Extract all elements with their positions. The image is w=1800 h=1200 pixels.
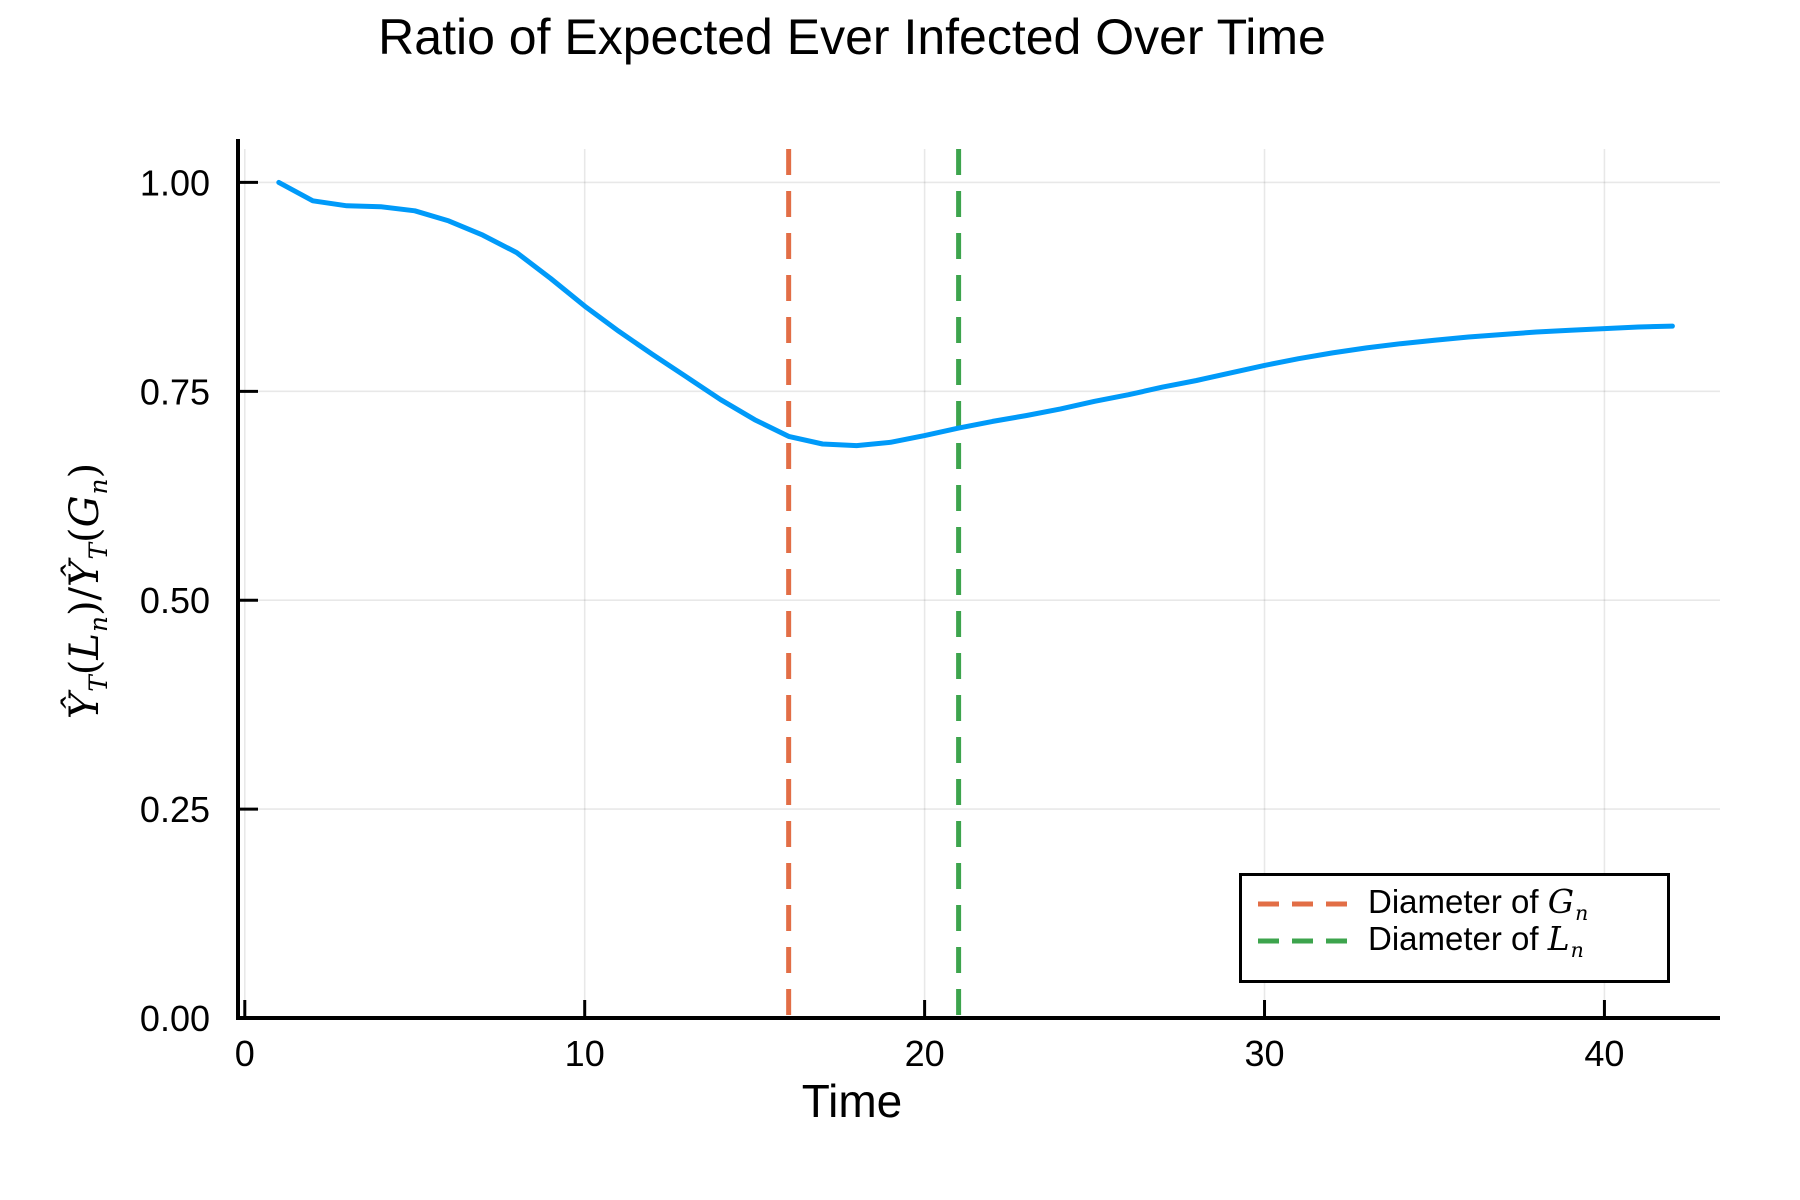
x-axis-label: Time bbox=[801, 1075, 903, 1127]
y-tick-label: 1.00 bbox=[140, 162, 210, 203]
x-tick-label: 40 bbox=[1584, 1033, 1624, 1074]
y-tick-label: 0.50 bbox=[140, 580, 210, 621]
y-tick-label: 0.25 bbox=[140, 789, 210, 830]
ln-dash-sample-icon bbox=[1258, 938, 1358, 943]
legend-label-gn: Diameter of Gn bbox=[1368, 881, 1589, 926]
x-tick-label: 0 bbox=[235, 1033, 255, 1074]
legend-entry-ln: Diameter of Ln bbox=[1242, 918, 1667, 963]
x-tick-label: 10 bbox=[565, 1033, 605, 1074]
y-tick-label: 0.00 bbox=[140, 998, 210, 1039]
legend-label-ln: Diameter of Ln bbox=[1368, 918, 1584, 963]
chart-title: Ratio of Expected Ever Infected Over Tim… bbox=[378, 9, 1326, 65]
x-tick-label: 30 bbox=[1244, 1033, 1284, 1074]
y-axis-label: ŶT(Ln)/ŶT(Gn) bbox=[62, 462, 113, 720]
legend-entry-gn: Diameter of Gn bbox=[1242, 881, 1667, 926]
series-ratio-curve bbox=[276, 179, 1675, 449]
legend: Diameter of Gn Diameter of Ln bbox=[1239, 873, 1670, 983]
y-tick-label: 0.75 bbox=[140, 371, 210, 412]
gn-dash-sample-icon bbox=[1258, 901, 1358, 906]
x-tick-label: 20 bbox=[905, 1033, 945, 1074]
